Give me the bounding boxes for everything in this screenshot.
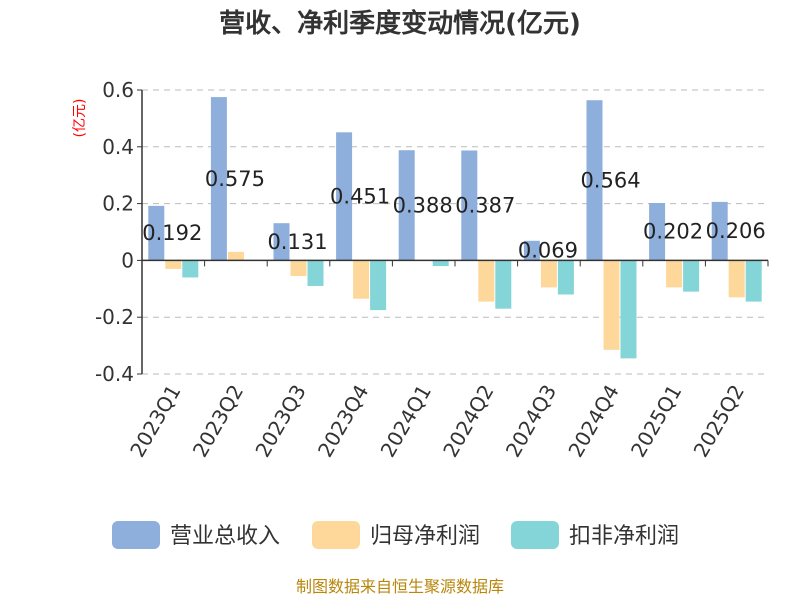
legend-label: 归母净利润 bbox=[370, 524, 480, 549]
data-label: 0.564 bbox=[580, 168, 640, 192]
y-tick-label: -0.2 bbox=[95, 305, 134, 329]
bar-series-2[interactable] bbox=[745, 260, 762, 302]
bar-series-1[interactable] bbox=[603, 260, 620, 350]
x-tick-label: 2023Q4 bbox=[313, 381, 373, 462]
bar-series-1[interactable] bbox=[478, 260, 495, 302]
data-label: 0.387 bbox=[455, 193, 515, 217]
legend-swatch bbox=[112, 521, 160, 549]
y-tick-label: 0.6 bbox=[102, 78, 134, 102]
data-label: 0.575 bbox=[205, 167, 265, 191]
bar-series-2[interactable] bbox=[182, 260, 199, 278]
chart-title: 营收、净利季度变动情况(亿元) bbox=[219, 8, 581, 39]
gridlines: 0.6 0.4 0.2 0 -0.2 -0.4 bbox=[95, 78, 768, 386]
bar-series-1[interactable] bbox=[666, 260, 683, 288]
bar-series-0[interactable] bbox=[210, 97, 227, 261]
bar-series-0[interactable] bbox=[336, 132, 353, 261]
x-tick-label: 2024Q4 bbox=[563, 381, 623, 462]
bar-series-2[interactable] bbox=[683, 260, 700, 292]
bar-series-0[interactable] bbox=[523, 240, 540, 261]
y-tick-label: -0.4 bbox=[95, 362, 134, 386]
x-tick-label: 2024Q1 bbox=[376, 381, 436, 462]
bar-series-1[interactable] bbox=[728, 260, 745, 298]
bar-series-0[interactable] bbox=[398, 150, 415, 261]
bar-series-1[interactable] bbox=[290, 260, 307, 277]
data-label: 0.192 bbox=[142, 221, 202, 245]
data-label: 0.069 bbox=[518, 239, 578, 263]
bar-series-0[interactable] bbox=[273, 223, 290, 261]
y-tick-label: 0 bbox=[121, 248, 134, 272]
legend-label: 扣非净利润 bbox=[569, 524, 679, 549]
bar-series-1[interactable] bbox=[165, 260, 182, 269]
bars bbox=[148, 97, 762, 359]
legend-item-0[interactable]: 营业总收入 bbox=[112, 521, 280, 549]
x-tick-label: 2025Q2 bbox=[689, 381, 749, 462]
bar-series-1[interactable] bbox=[227, 251, 244, 261]
y-tick-label: 0.4 bbox=[102, 135, 134, 159]
legend-label: 营业总收入 bbox=[170, 524, 280, 549]
bar-series-1[interactable] bbox=[540, 260, 557, 288]
data-label: 0.451 bbox=[330, 184, 390, 208]
bar-series-0[interactable] bbox=[586, 100, 603, 261]
x-tick-label: 2023Q3 bbox=[250, 381, 310, 462]
x-tick-label: 2025Q1 bbox=[626, 381, 686, 462]
bar-series-2[interactable] bbox=[307, 260, 324, 286]
data-label: 0.131 bbox=[267, 230, 327, 254]
bar-series-1[interactable] bbox=[353, 260, 370, 299]
legend-item-2[interactable]: 扣非净利润 bbox=[511, 521, 679, 549]
x-tick-label: 2024Q3 bbox=[501, 381, 561, 462]
bar-series-2[interactable] bbox=[432, 260, 449, 267]
x-tick-label: 2024Q2 bbox=[438, 381, 498, 462]
bar-series-0[interactable] bbox=[461, 150, 478, 261]
y-axis-label: (亿元) bbox=[72, 99, 88, 138]
bar-series-0[interactable] bbox=[649, 203, 666, 261]
x-tick-label: 2023Q2 bbox=[188, 381, 248, 462]
legend[interactable]: 营业总收入 归母净利润 扣非净利润 bbox=[112, 521, 679, 549]
data-label: 0.202 bbox=[643, 220, 703, 244]
source-note: 制图数据来自恒生聚源数据库 bbox=[296, 577, 504, 596]
x-tick-label: 2023Q1 bbox=[125, 381, 185, 462]
bar-series-2[interactable] bbox=[370, 260, 387, 311]
bar-series-2[interactable] bbox=[620, 260, 637, 359]
bar-series-0[interactable] bbox=[148, 205, 165, 261]
bar-series-0[interactable] bbox=[711, 201, 728, 261]
data-label: 0.206 bbox=[706, 219, 766, 243]
legend-swatch bbox=[312, 521, 360, 549]
bar-series-2[interactable] bbox=[495, 260, 512, 309]
legend-item-1[interactable]: 归母净利润 bbox=[312, 521, 480, 549]
data-label: 0.388 bbox=[393, 193, 453, 217]
bar-series-2[interactable] bbox=[557, 260, 574, 295]
legend-swatch bbox=[511, 521, 559, 549]
y-tick-label: 0.2 bbox=[102, 192, 134, 216]
